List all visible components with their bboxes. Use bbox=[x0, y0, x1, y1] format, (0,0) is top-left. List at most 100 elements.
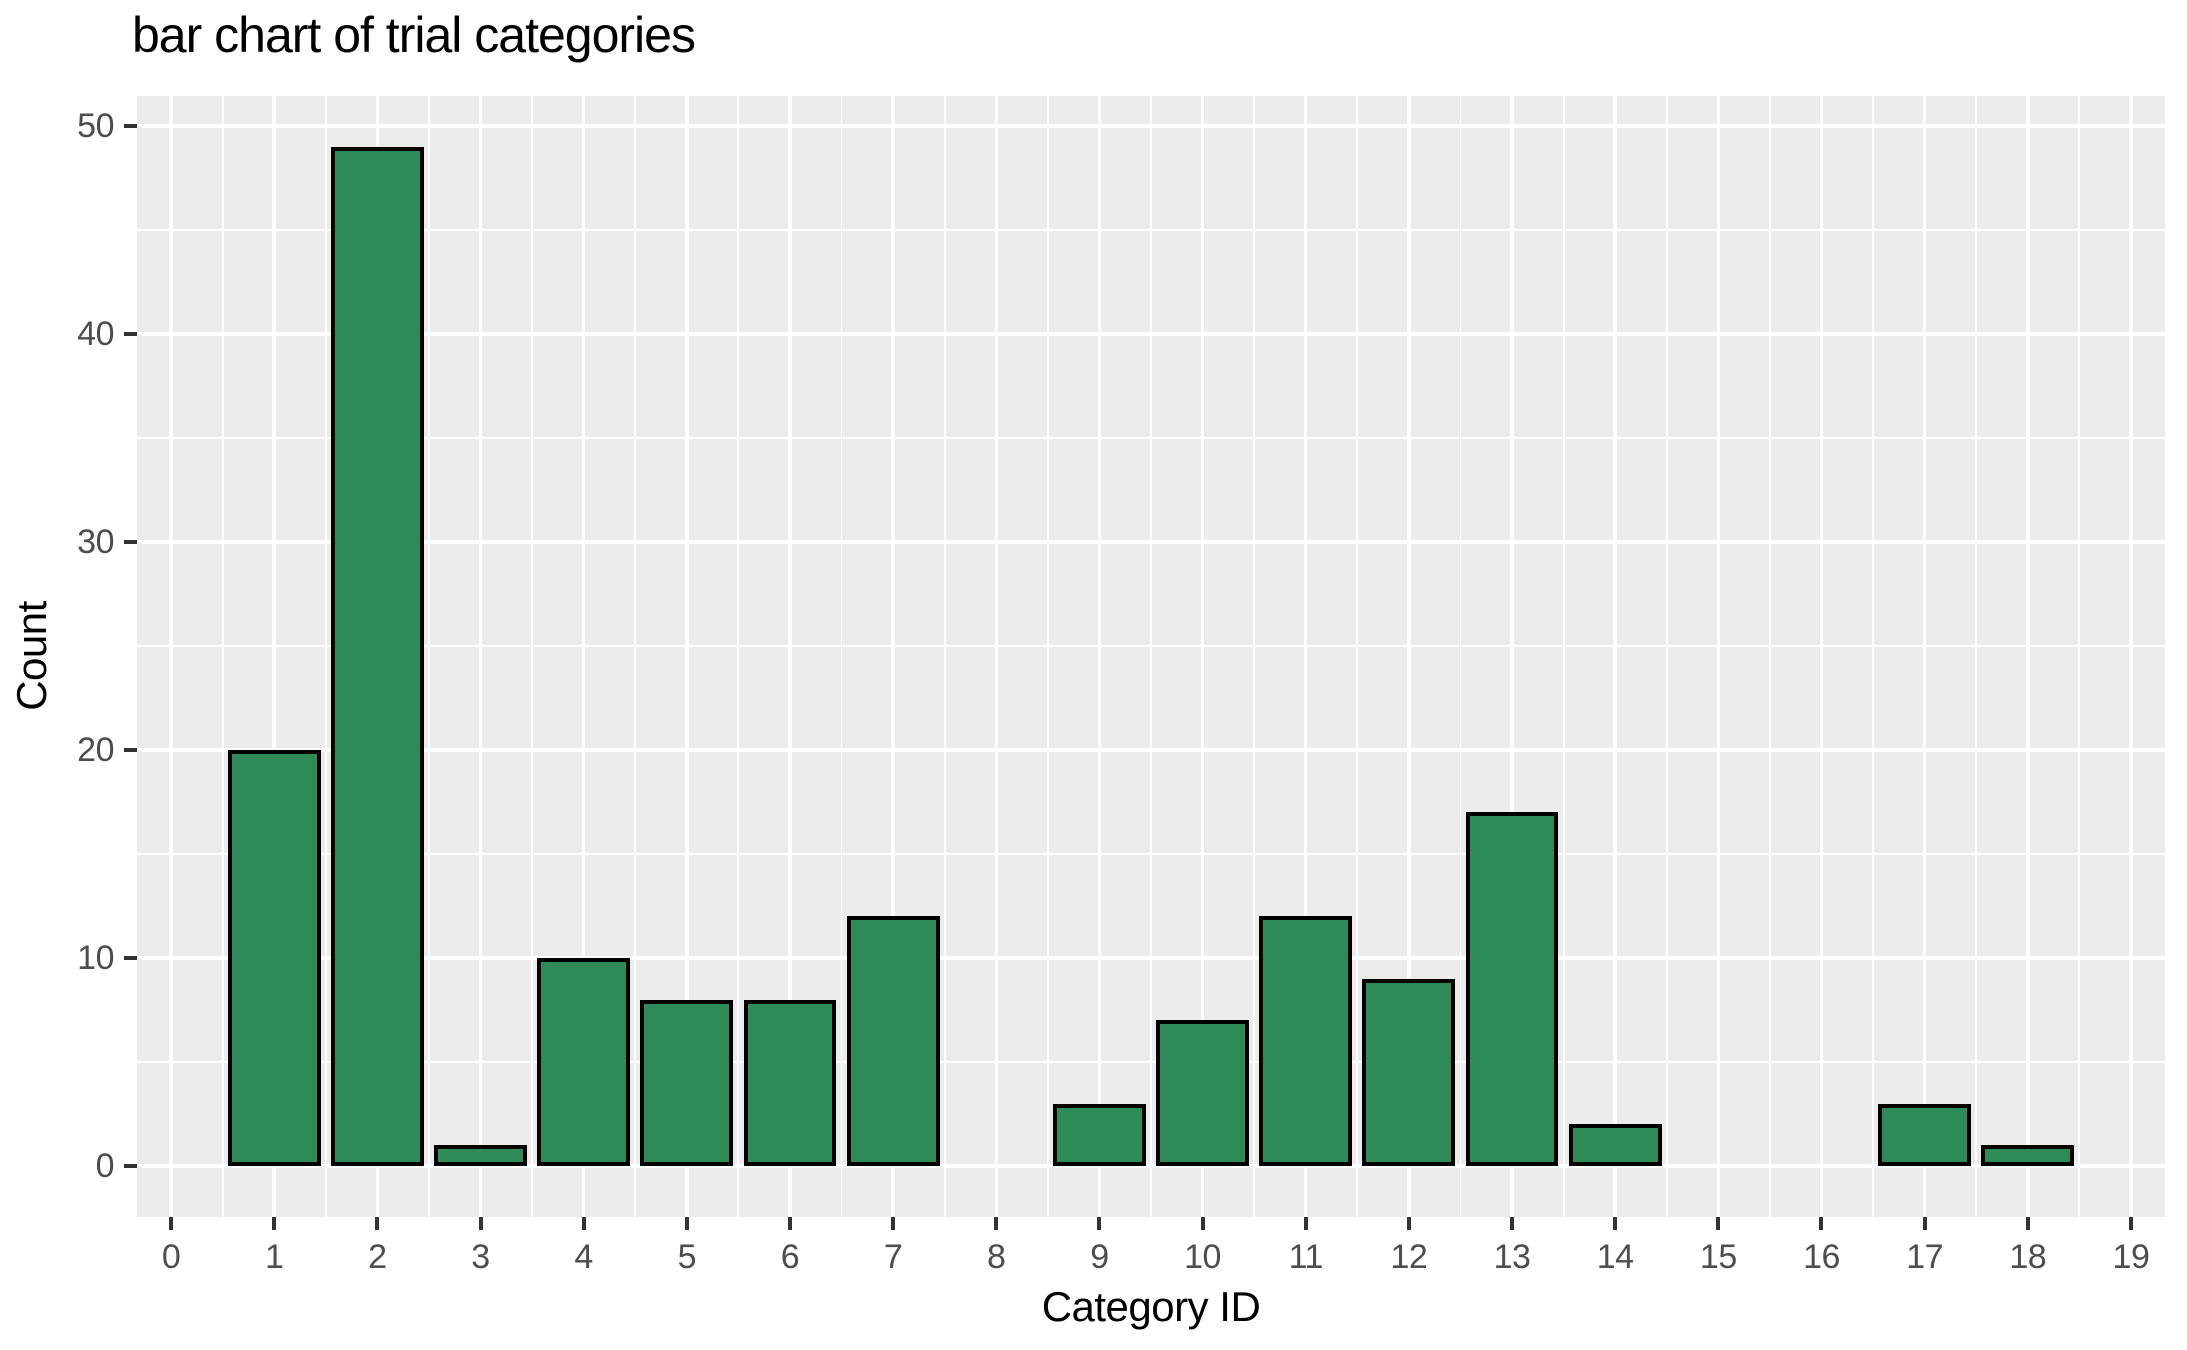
x-tick-label: 2 bbox=[368, 1238, 387, 1276]
gridline-major-horizontal bbox=[137, 124, 2165, 128]
x-tick-label: 14 bbox=[1596, 1238, 1634, 1276]
gridline-minor-vertical bbox=[2078, 96, 2081, 1217]
chart-title: bar chart of trial categories bbox=[132, 7, 696, 63]
x-tick-mark bbox=[1303, 1217, 1308, 1230]
x-tick-mark bbox=[1613, 1217, 1618, 1230]
x-tick-label: 19 bbox=[2112, 1238, 2150, 1276]
y-tick-mark bbox=[124, 332, 137, 337]
x-tick-mark bbox=[272, 1217, 277, 1230]
x-tick-label: 10 bbox=[1184, 1238, 1221, 1276]
x-tick-mark bbox=[2025, 1217, 2030, 1230]
gridline-minor-vertical bbox=[221, 96, 224, 1217]
gridline-major-vertical bbox=[478, 96, 483, 1217]
gridline-major-vertical bbox=[788, 96, 792, 1217]
gridline-minor-vertical bbox=[1356, 96, 1359, 1217]
gridline-major-vertical bbox=[2129, 96, 2133, 1217]
bar-category-14 bbox=[1568, 1124, 1662, 1167]
gridline-minor-vertical bbox=[634, 96, 637, 1217]
gridline-minor-vertical bbox=[1872, 96, 1874, 1217]
bar-category-10 bbox=[1156, 1020, 1249, 1167]
x-tick-mark bbox=[375, 1217, 380, 1230]
gridline-major-vertical bbox=[2026, 96, 2030, 1217]
bar-category-7 bbox=[846, 916, 940, 1167]
gridline-major-horizontal bbox=[137, 1164, 2165, 1168]
x-tick-label: 6 bbox=[780, 1238, 800, 1276]
y-tick-label: 50 bbox=[77, 107, 114, 146]
bar-category-11 bbox=[1259, 916, 1353, 1167]
y-tick-mark bbox=[124, 540, 137, 545]
x-tick-label: 7 bbox=[883, 1238, 903, 1276]
gridline-major-vertical bbox=[1303, 96, 1308, 1217]
x-tick-label: 4 bbox=[574, 1238, 593, 1276]
x-tick-mark bbox=[1406, 1217, 1411, 1230]
gridline-major-vertical bbox=[169, 96, 173, 1217]
plot-panel: 0 1 2 3 4 5 6 7 8 9 10 11 12 13 14 15 16 17 18 19 0 10 20 30 40 5… bbox=[77, 96, 2165, 1274]
gridline-major-vertical bbox=[1613, 96, 1617, 1217]
gridline-major-vertical bbox=[1097, 96, 1102, 1217]
bar-category-4 bbox=[537, 958, 631, 1167]
gridline-major-vertical bbox=[1819, 96, 1824, 1217]
x-tick-mark bbox=[1200, 1217, 1205, 1230]
bar-category-2 bbox=[330, 146, 424, 1167]
x-tick-mark bbox=[1510, 1217, 1515, 1230]
y-tick-label: 30 bbox=[77, 523, 114, 562]
y-tick-mark bbox=[124, 124, 137, 129]
y-tick-label: 10 bbox=[77, 939, 114, 978]
x-tick-label: 9 bbox=[1090, 1238, 1109, 1276]
y-tick-mark bbox=[124, 748, 137, 753]
y-tick-label: 0 bbox=[95, 1147, 115, 1186]
bar-category-5 bbox=[640, 999, 734, 1167]
x-tick-mark bbox=[2128, 1217, 2133, 1230]
x-tick-mark bbox=[1922, 1217, 1927, 1230]
gridline-major-horizontal bbox=[137, 956, 2165, 960]
gridline-minor-vertical bbox=[1150, 96, 1152, 1217]
gridline-minor-vertical bbox=[531, 96, 533, 1217]
x-tick-mark bbox=[1716, 1217, 1721, 1230]
x-tick-mark bbox=[684, 1217, 689, 1230]
y-tick-mark bbox=[124, 956, 137, 961]
x-tick-label: 11 bbox=[1288, 1238, 1324, 1276]
gridline-major-vertical bbox=[1716, 96, 1721, 1217]
bar-category-3 bbox=[434, 1145, 527, 1167]
x-tick-mark bbox=[994, 1217, 999, 1230]
x-tick-label: 3 bbox=[471, 1238, 490, 1276]
gridline-minor-vertical bbox=[428, 96, 430, 1217]
gridline-minor-vertical bbox=[324, 96, 327, 1217]
x-tick-label: 15 bbox=[1699, 1238, 1737, 1276]
gridline-major-horizontal bbox=[137, 748, 2165, 752]
x-tick-mark bbox=[581, 1217, 586, 1230]
x-tick-mark bbox=[169, 1217, 174, 1230]
y-tick-mark bbox=[124, 1164, 137, 1169]
gridline-major-horizontal bbox=[137, 540, 2165, 544]
gridline-major-vertical bbox=[994, 96, 999, 1217]
gridline-minor-vertical bbox=[943, 96, 946, 1217]
gridline-minor-vertical bbox=[737, 96, 740, 1217]
gridline-minor-vertical bbox=[1046, 96, 1049, 1217]
gridline-major-vertical bbox=[685, 96, 689, 1217]
gridline-major-vertical bbox=[1510, 96, 1514, 1217]
x-tick-mark bbox=[478, 1217, 483, 1230]
gridline-minor-vertical bbox=[1975, 96, 1978, 1217]
y-axis-title: Count bbox=[8, 601, 55, 711]
x-tick-label: 5 bbox=[677, 1238, 697, 1276]
x-tick-label: 0 bbox=[161, 1238, 181, 1276]
bar-category-13 bbox=[1465, 812, 1559, 1167]
gridline-major-vertical bbox=[581, 96, 586, 1217]
gridline-major-vertical bbox=[1922, 96, 1927, 1217]
gridline-major-vertical bbox=[272, 96, 276, 1217]
x-tick-mark bbox=[1819, 1217, 1824, 1230]
x-tick-mark bbox=[891, 1217, 896, 1230]
gridline-minor-vertical bbox=[1253, 96, 1256, 1217]
bar-category-1 bbox=[227, 750, 321, 1167]
x-tick-mark bbox=[1097, 1217, 1102, 1230]
x-tick-label: 8 bbox=[987, 1238, 1006, 1276]
x-tick-label: 16 bbox=[1803, 1238, 1840, 1276]
gridline-major-vertical bbox=[1200, 96, 1205, 1217]
x-axis-title: Category ID bbox=[1041, 1283, 1261, 1330]
gridline-minor-vertical bbox=[1562, 96, 1565, 1217]
gridline-minor-vertical bbox=[1459, 96, 1462, 1217]
bar-category-6 bbox=[743, 999, 837, 1167]
bar-category-18 bbox=[1981, 1145, 2075, 1167]
gridline-minor-vertical bbox=[1769, 96, 1771, 1217]
